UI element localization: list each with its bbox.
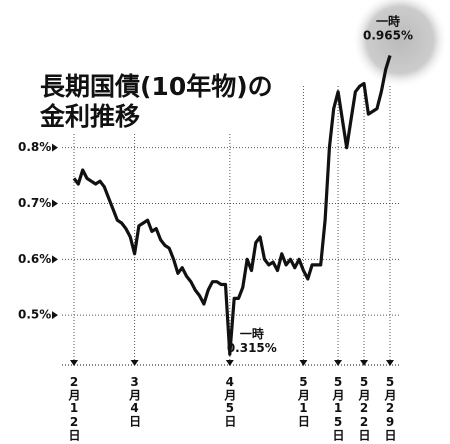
y-tick-arrow [52, 255, 58, 264]
chart-title: 長期国債(10年物)の [40, 72, 273, 101]
title-backdrop [36, 72, 286, 134]
y-tick-label: 0.7% [18, 196, 51, 210]
annotation: 0.965% [363, 29, 413, 43]
x-tick-label: 2月12日 [67, 375, 81, 442]
x-tick-arrow [225, 360, 234, 366]
y-tick-arrow [52, 143, 58, 152]
annotation: 0.315% [227, 341, 277, 355]
x-tick-label: 5月15日 [331, 375, 345, 442]
x-tick-arrow [334, 360, 343, 366]
x-tick-label: 3月4日 [128, 375, 142, 428]
y-tick-label: 0.6% [18, 252, 51, 266]
annotation: 一時 [376, 14, 400, 29]
x-tick-label: 5月1日 [296, 375, 310, 428]
highlight-glow [352, 0, 448, 88]
x-tick-label: 5月29日 [383, 375, 397, 442]
x-tick-arrow [386, 360, 394, 366]
chart-title: 金利推移 [39, 102, 140, 131]
x-tick-label: 5月22日 [357, 375, 371, 442]
x-tick-arrow [360, 360, 369, 366]
y-tick-arrow [52, 199, 58, 208]
x-tick-arrow [299, 360, 308, 366]
annotation: 一時 [240, 326, 264, 341]
y-tick-label: 0.5% [18, 308, 51, 322]
x-tick-arrow [130, 360, 139, 366]
y-tick-arrow [52, 311, 58, 320]
x-tick-label: 4月5日 [223, 375, 237, 428]
x-tick-arrow [70, 360, 78, 366]
y-tick-label: 0.8% [18, 140, 51, 154]
data-line [72, 55, 392, 356]
